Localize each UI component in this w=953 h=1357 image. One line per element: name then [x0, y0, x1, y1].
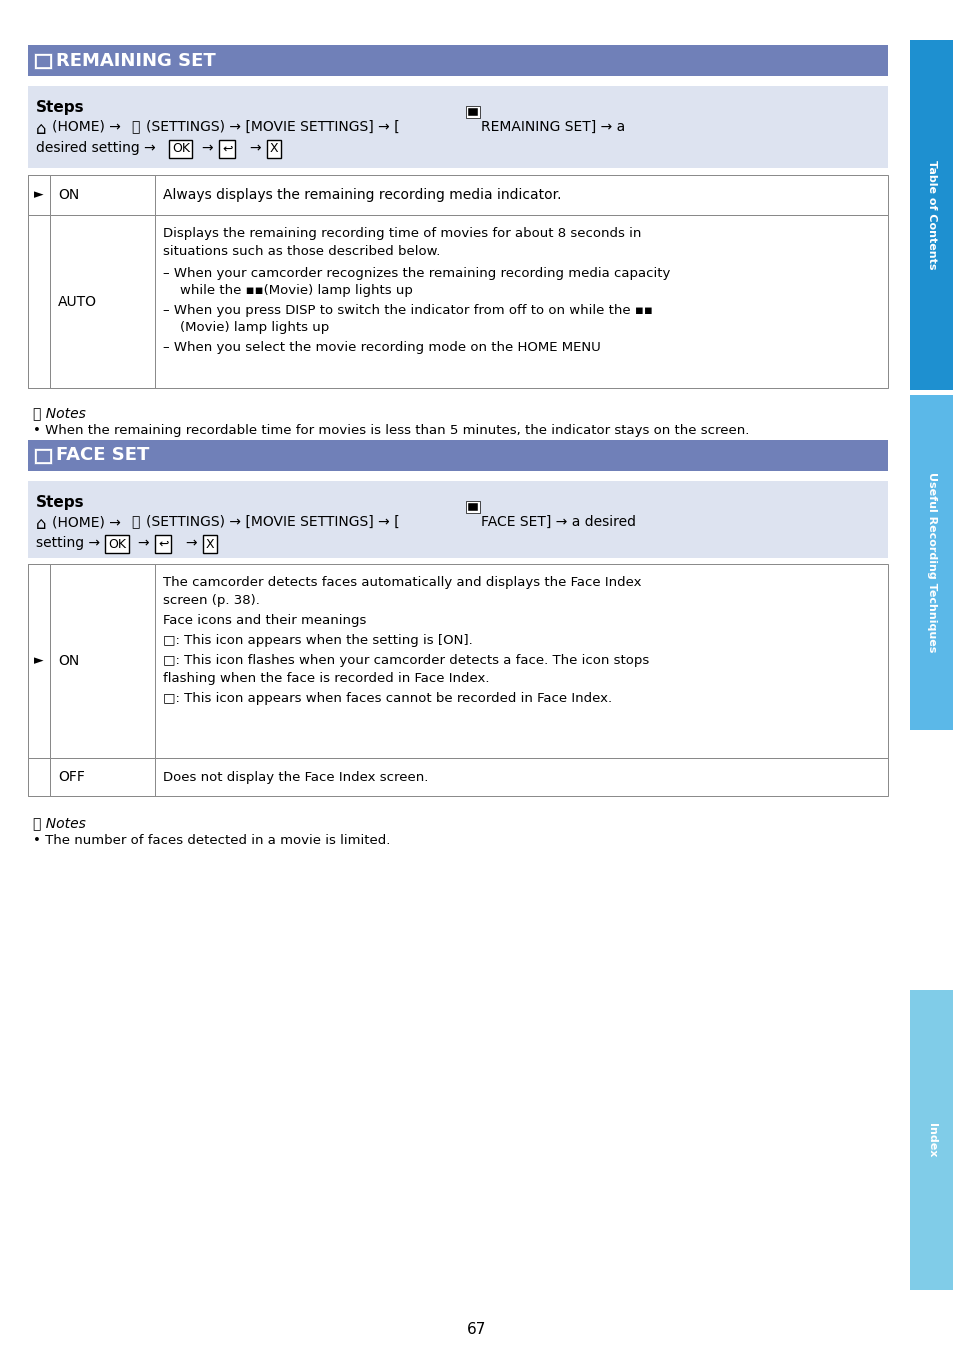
Text: Index: Index: [926, 1122, 936, 1158]
Bar: [28, 175, 50, 214]
Text: Ⓝ Notes: Ⓝ Notes: [33, 406, 86, 421]
Text: X: X: [206, 537, 214, 551]
Text: REMAINING SET: REMAINING SET: [56, 52, 215, 69]
Text: The camcorder detects faces automatically and displays the Face Index: The camcorder detects faces automaticall…: [163, 575, 640, 589]
Text: ON: ON: [58, 654, 79, 668]
Bar: [36, 54, 50, 66]
Text: – When you press DISP to switch the indicator from off to on while the ▪▪: – When you press DISP to switch the indi…: [163, 304, 652, 318]
Bar: [28, 85, 887, 168]
Text: □: This icon appears when the setting is [ON].: □: This icon appears when the setting is…: [163, 634, 473, 647]
Text: Steps: Steps: [36, 100, 85, 115]
Text: ►: ►: [34, 189, 44, 201]
Text: (SETTINGS) → [MOVIE SETTINGS] → [: (SETTINGS) → [MOVIE SETTINGS] → [: [146, 119, 399, 134]
Text: • The number of faces detected in a movie is limited.: • The number of faces detected in a movi…: [33, 835, 390, 847]
Text: flashing when the face is recorded in Face Index.: flashing when the face is recorded in Fa…: [163, 672, 489, 685]
Text: setting →: setting →: [36, 536, 105, 550]
Text: (Movie) lamp lights up: (Movie) lamp lights up: [163, 322, 329, 334]
Text: X: X: [270, 142, 278, 156]
Bar: [909, 39, 953, 389]
Text: □: This icon appears when faces cannot be recorded in Face Index.: □: This icon appears when faces cannot b…: [163, 692, 612, 706]
Bar: [28, 45, 887, 76]
Text: FACE SET: FACE SET: [56, 446, 150, 464]
Text: Face icons and their meanings: Face icons and their meanings: [163, 613, 366, 627]
Text: situations such as those described below.: situations such as those described below…: [163, 246, 440, 258]
Bar: [36, 449, 50, 461]
Bar: [28, 565, 50, 759]
Text: 67: 67: [467, 1323, 486, 1338]
Bar: [28, 759, 887, 797]
Text: Displays the remaining recording time of movies for about 8 seconds in: Displays the remaining recording time of…: [163, 227, 640, 240]
Bar: [50, 214, 154, 388]
Text: – When your camcorder recognizes the remaining recording media capacity: – When your camcorder recognizes the rem…: [163, 267, 670, 280]
Bar: [34, 53, 52, 68]
Bar: [50, 759, 154, 797]
Text: Ⓝ Notes: Ⓝ Notes: [33, 816, 86, 830]
Text: OFF: OFF: [58, 769, 85, 784]
Text: OK: OK: [172, 142, 190, 156]
Text: →: →: [186, 536, 202, 550]
Text: FACE SET] → a desired: FACE SET] → a desired: [480, 516, 636, 529]
Text: desired setting →: desired setting →: [36, 141, 160, 155]
Text: ↩: ↩: [158, 537, 169, 551]
Text: ↩: ↩: [222, 142, 233, 156]
Text: ⛳: ⛳: [131, 119, 139, 134]
Bar: [468, 503, 477, 512]
Bar: [909, 991, 953, 1291]
Text: Always displays the remaining recording media indicator.: Always displays the remaining recording …: [163, 189, 561, 202]
Bar: [465, 501, 479, 513]
Text: • When the remaining recordable time for movies is less than 5 minutes, the indi: • When the remaining recordable time for…: [33, 423, 749, 437]
Text: – When you select the movie recording mode on the HOME MENU: – When you select the movie recording mo…: [163, 341, 600, 354]
Bar: [465, 106, 479, 118]
Text: (SETTINGS) → [MOVIE SETTINGS] → [: (SETTINGS) → [MOVIE SETTINGS] → [: [146, 516, 399, 529]
Text: Does not display the Face Index screen.: Does not display the Face Index screen.: [163, 771, 428, 783]
Text: AUTO: AUTO: [58, 294, 97, 308]
Bar: [28, 214, 887, 388]
Text: screen (p. 38).: screen (p. 38).: [163, 594, 259, 607]
Text: Useful Recording Techniques: Useful Recording Techniques: [926, 472, 936, 653]
Bar: [468, 109, 477, 115]
Text: →: →: [138, 536, 153, 550]
Text: →: →: [202, 141, 218, 155]
Bar: [34, 448, 52, 464]
Text: Steps: Steps: [36, 495, 85, 510]
Text: ►: ►: [34, 654, 44, 668]
Bar: [28, 175, 887, 214]
Text: ⛳: ⛳: [131, 516, 139, 529]
Text: ON: ON: [58, 189, 79, 202]
Text: (HOME) →: (HOME) →: [52, 119, 125, 134]
Text: →: →: [250, 141, 266, 155]
Text: □: This icon flashes when your camcorder detects a face. The icon stops: □: This icon flashes when your camcorder…: [163, 654, 649, 668]
Bar: [28, 565, 887, 759]
Bar: [28, 759, 50, 797]
Bar: [909, 389, 953, 394]
Text: Table of Contents: Table of Contents: [926, 160, 936, 270]
Bar: [28, 214, 50, 388]
Text: ⌂: ⌂: [36, 119, 47, 138]
Bar: [28, 440, 887, 471]
Text: (HOME) →: (HOME) →: [52, 516, 125, 529]
Bar: [909, 730, 953, 733]
Bar: [50, 565, 154, 759]
Text: OK: OK: [108, 537, 126, 551]
Text: ⌂: ⌂: [36, 516, 47, 533]
Bar: [50, 175, 154, 214]
Bar: [909, 395, 953, 730]
Bar: [28, 480, 887, 558]
Text: while the ▪▪(Movie) lamp lights up: while the ▪▪(Movie) lamp lights up: [163, 284, 413, 297]
Text: REMAINING SET] → a: REMAINING SET] → a: [480, 119, 624, 134]
